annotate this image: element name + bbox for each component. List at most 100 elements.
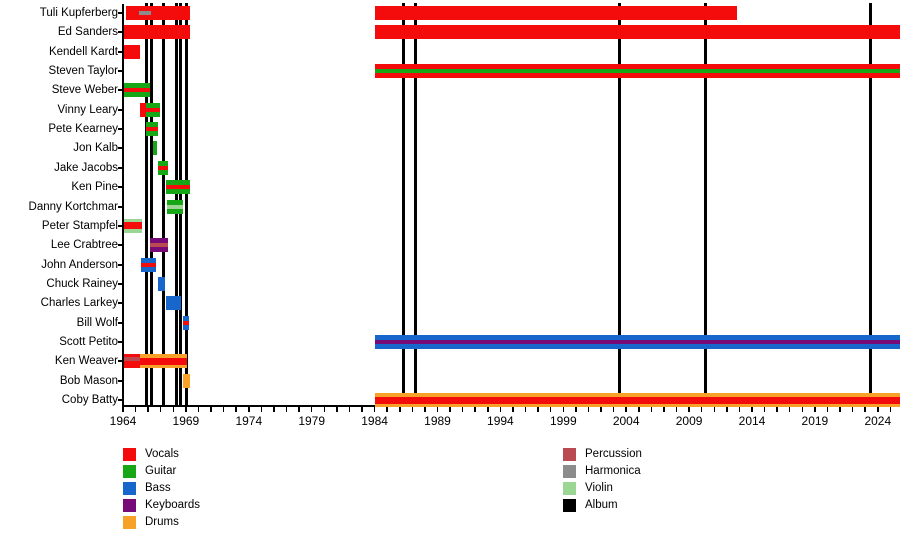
legend-swatch-bass [123, 482, 136, 495]
member-label: Ed Sanders [57, 26, 118, 39]
instrument-stripe-vocals [146, 127, 159, 132]
x-axis-tick [159, 406, 162, 412]
x-axis-tick [814, 406, 816, 412]
y-axis-tick [118, 282, 123, 285]
member-label: Coby Batty [61, 394, 118, 406]
x-axis-tick-label: 1964 [109, 414, 137, 428]
x-axis-tick [373, 406, 376, 412]
instrument-stripe-drums [374, 393, 900, 397]
album-line [149, 3, 153, 405]
timeline-bar [126, 6, 191, 20]
member-label: Peter Stampfel [41, 219, 118, 232]
album-line [401, 3, 405, 405]
x-axis-tick [197, 406, 200, 412]
x-axis-tick [612, 406, 615, 412]
album-line [184, 3, 188, 405]
x-axis-tick-label: 1989 [424, 414, 451, 428]
x-axis-tick [411, 406, 414, 412]
instrument-stripe-vocals [158, 165, 169, 170]
x-axis-tick [826, 406, 829, 412]
member-label: Kendell Kardt [48, 45, 118, 58]
y-axis-tick [118, 379, 123, 382]
album-line [703, 3, 707, 405]
x-axis-tick [424, 406, 426, 412]
legend-label: Vocals [145, 448, 179, 460]
instrument-stripe-drums [139, 354, 188, 358]
y-axis-tick [118, 302, 123, 305]
x-axis-tick [549, 406, 552, 412]
member-label: Steve Weber [51, 84, 118, 97]
member-label: Jon Kalb [73, 142, 118, 155]
x-axis-tick-label: 1999 [549, 414, 577, 428]
x-axis-tick [298, 406, 300, 412]
x-axis-tick [134, 406, 137, 412]
x-axis-tick [348, 406, 351, 412]
y-axis-tick [118, 360, 123, 363]
x-axis-tick [474, 406, 476, 412]
legend-swatch-keyboards [123, 499, 136, 512]
x-axis-tick [776, 406, 778, 412]
instrument-stripe-vocals [165, 185, 191, 190]
x-axis-tick [700, 406, 703, 412]
legend-label: Guitar [145, 465, 177, 477]
x-axis-tick [801, 406, 804, 412]
legend-swatch-vocals [123, 448, 136, 461]
instrument-stripe-harmonica [139, 11, 152, 15]
legend-label: Violin [585, 482, 613, 494]
legend-label: Bass [145, 482, 171, 494]
timeline-bar [374, 393, 900, 407]
x-axis-tick-label: 1969 [172, 414, 200, 428]
y-axis-tick [118, 70, 123, 73]
timeline-bar [183, 373, 191, 388]
member-label: Jake Jacobs [54, 161, 118, 174]
y-axis-tick [118, 89, 123, 92]
timeline-bar [374, 6, 737, 20]
x-axis-tick [688, 406, 690, 412]
instrument-stripe-drums [139, 364, 188, 369]
y-axis-tick [118, 50, 123, 53]
timeline-bar [183, 315, 190, 330]
instrument-stripe-violin [167, 204, 184, 209]
member-label: Charles Larkey [40, 297, 118, 310]
y-axis-tick [118, 12, 123, 14]
member-label: Pete Kearney [48, 123, 118, 136]
x-axis-tick [449, 406, 451, 412]
timeline-bar [123, 354, 188, 369]
member-label: Lee Crabtree [50, 239, 118, 252]
y-axis-tick [118, 31, 123, 34]
x-axis-tick [889, 406, 892, 412]
legend-swatch-percussion [563, 448, 576, 461]
instrument-stripe-percussion [150, 243, 169, 248]
album-line [161, 3, 165, 405]
x-axis-tick [210, 406, 212, 412]
timeline-bar [150, 238, 169, 253]
x-axis-tick [575, 406, 577, 412]
legend-swatch-drums [123, 516, 136, 529]
legend-label: Harmonica [585, 465, 641, 477]
x-axis-tick [587, 406, 590, 412]
y-axis-tick [118, 186, 123, 189]
timeline-bar [146, 122, 159, 137]
x-axis-tick [713, 406, 715, 412]
legend-swatch-harmonica [563, 465, 576, 478]
member-label: Vinny Leary [57, 103, 118, 116]
y-axis-tick [118, 205, 123, 208]
instrument-stripe-vocals [183, 320, 190, 325]
album-line [144, 3, 148, 405]
x-axis-tick-label: 2014 [738, 414, 766, 428]
x-axis-tick [273, 406, 275, 412]
y-axis-tick [118, 166, 123, 169]
x-axis-tick-label: 1979 [298, 414, 326, 428]
legend-swatch-guitar [123, 465, 136, 478]
instrument-stripe-percussion [123, 357, 140, 362]
x-axis-tick [788, 406, 791, 412]
x-axis-tick-label: 2009 [675, 414, 703, 428]
instrument-stripe-drums [374, 403, 900, 407]
legend-swatch-violin [563, 482, 576, 495]
x-axis-tick [751, 406, 753, 412]
timeline-bar [123, 44, 140, 59]
timeline-bar [123, 25, 191, 40]
member-label: Chuck Rainey [46, 277, 118, 290]
x-axis-tick [726, 406, 728, 412]
legend-label: Album [585, 499, 618, 511]
